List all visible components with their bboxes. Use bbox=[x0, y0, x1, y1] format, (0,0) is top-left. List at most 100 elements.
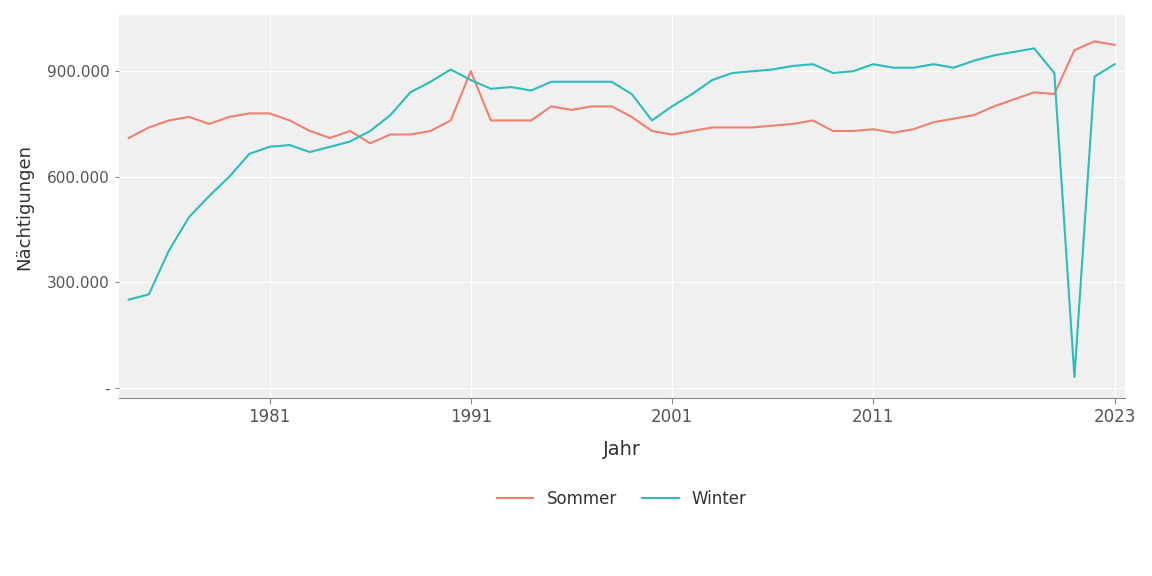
Sommer bbox=[323, 135, 336, 142]
Sommer bbox=[142, 124, 156, 131]
Winter bbox=[584, 78, 598, 85]
Sommer bbox=[545, 103, 559, 110]
Sommer bbox=[363, 140, 377, 147]
Sommer bbox=[987, 103, 1001, 110]
Sommer bbox=[665, 131, 679, 138]
Legend: Sommer, Winter: Sommer, Winter bbox=[490, 483, 753, 514]
Winter bbox=[866, 60, 880, 67]
Line: Sommer: Sommer bbox=[129, 41, 1115, 143]
Sommer bbox=[303, 127, 317, 134]
Sommer bbox=[182, 113, 196, 120]
Sommer bbox=[162, 117, 176, 124]
Winter bbox=[745, 68, 759, 75]
Sommer bbox=[464, 68, 478, 75]
Winter bbox=[1108, 60, 1122, 67]
Sommer bbox=[564, 107, 578, 113]
Winter bbox=[665, 103, 679, 110]
Winter bbox=[303, 149, 317, 156]
Sommer bbox=[866, 126, 880, 132]
Sommer bbox=[1007, 96, 1021, 103]
Winter bbox=[806, 60, 820, 67]
Sommer bbox=[444, 117, 457, 124]
Sommer bbox=[1108, 41, 1122, 48]
Sommer bbox=[1028, 89, 1041, 96]
Winter bbox=[605, 78, 619, 85]
Sommer bbox=[384, 131, 397, 138]
Winter bbox=[826, 70, 840, 77]
Winter bbox=[1007, 48, 1021, 55]
Winter bbox=[403, 89, 417, 96]
Winter bbox=[444, 66, 457, 73]
Sommer bbox=[645, 127, 659, 134]
Sommer bbox=[222, 113, 236, 120]
Line: Winter: Winter bbox=[129, 48, 1115, 377]
Winter bbox=[122, 296, 136, 303]
Winter bbox=[847, 68, 861, 75]
Y-axis label: Nächtigungen: Nächtigungen bbox=[15, 143, 33, 270]
Winter bbox=[1028, 45, 1041, 52]
Winter bbox=[282, 142, 296, 149]
Sommer bbox=[263, 110, 276, 117]
Sommer bbox=[1068, 47, 1082, 54]
Winter bbox=[726, 70, 740, 77]
Sommer bbox=[826, 127, 840, 134]
Sommer bbox=[203, 120, 217, 127]
Sommer bbox=[745, 124, 759, 131]
Winter bbox=[524, 87, 538, 94]
Sommer bbox=[1047, 90, 1061, 97]
Winter bbox=[1087, 73, 1101, 80]
Winter bbox=[363, 127, 377, 134]
Sommer bbox=[886, 129, 900, 136]
Sommer bbox=[524, 117, 538, 124]
Sommer bbox=[847, 127, 861, 134]
X-axis label: Jahr: Jahr bbox=[602, 441, 641, 460]
Winter bbox=[222, 173, 236, 180]
Sommer bbox=[726, 124, 740, 131]
Sommer bbox=[282, 117, 296, 124]
Winter bbox=[907, 65, 920, 71]
Winter bbox=[967, 57, 980, 64]
Sommer bbox=[624, 113, 638, 120]
Winter bbox=[162, 247, 176, 254]
Sommer bbox=[1087, 38, 1101, 45]
Sommer bbox=[122, 135, 136, 142]
Sommer bbox=[484, 117, 498, 124]
Sommer bbox=[403, 131, 417, 138]
Winter bbox=[1047, 70, 1061, 77]
Winter bbox=[886, 65, 900, 71]
Sommer bbox=[505, 117, 518, 124]
Winter bbox=[705, 77, 719, 84]
Sommer bbox=[605, 103, 619, 110]
Sommer bbox=[243, 110, 257, 117]
Sommer bbox=[947, 115, 961, 122]
Winter bbox=[243, 150, 257, 157]
Winter bbox=[424, 78, 438, 85]
Winter bbox=[645, 117, 659, 124]
Winter bbox=[464, 77, 478, 84]
Winter bbox=[987, 52, 1001, 59]
Winter bbox=[624, 90, 638, 97]
Sommer bbox=[926, 119, 940, 126]
Winter bbox=[1068, 373, 1082, 380]
Winter bbox=[142, 291, 156, 298]
Winter bbox=[384, 112, 397, 119]
Winter bbox=[545, 78, 559, 85]
Winter bbox=[484, 85, 498, 92]
Sommer bbox=[786, 120, 799, 127]
Sommer bbox=[806, 117, 820, 124]
Winter bbox=[323, 143, 336, 150]
Winter bbox=[926, 60, 940, 67]
Sommer bbox=[685, 127, 699, 134]
Sommer bbox=[343, 127, 357, 134]
Sommer bbox=[907, 126, 920, 132]
Sommer bbox=[967, 112, 980, 119]
Winter bbox=[766, 66, 780, 73]
Winter bbox=[786, 63, 799, 70]
Winter bbox=[564, 78, 578, 85]
Sommer bbox=[424, 127, 438, 134]
Winter bbox=[182, 214, 196, 221]
Winter bbox=[203, 192, 217, 199]
Winter bbox=[263, 143, 276, 150]
Winter bbox=[685, 90, 699, 97]
Sommer bbox=[584, 103, 598, 110]
